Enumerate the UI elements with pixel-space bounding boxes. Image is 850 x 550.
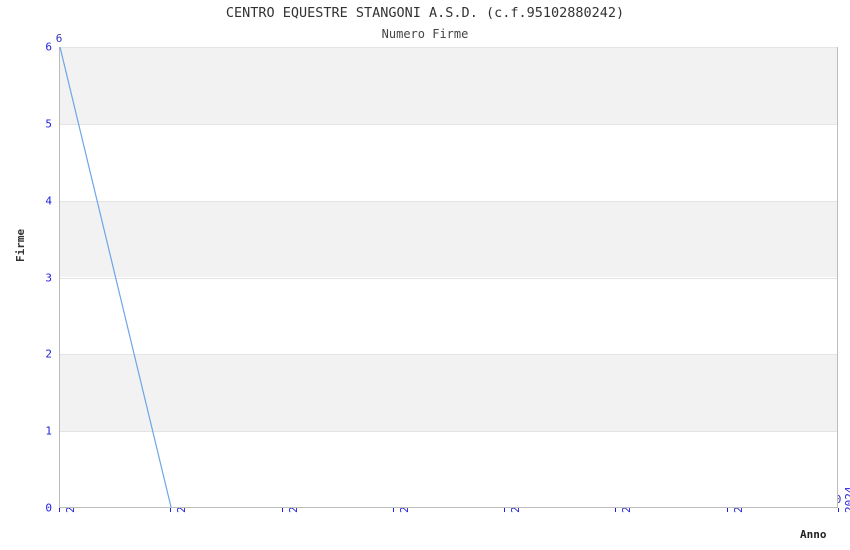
gridline	[60, 200, 837, 202]
x-tick-label: 2023	[732, 487, 759, 526]
x-tick-mark	[281, 508, 283, 512]
x-tick-label: 2020	[509, 487, 536, 526]
gridline	[60, 47, 837, 48]
x-tick-mark	[615, 508, 617, 512]
y-tick-label: 3	[45, 271, 52, 284]
x-tick-mark	[838, 508, 839, 512]
plot-band	[60, 200, 837, 278]
data-point-label: 6	[55, 32, 63, 45]
plot-area	[59, 47, 838, 508]
y-tick-label: 5	[45, 117, 52, 131]
gridline	[60, 277, 837, 279]
chart-title: CENTRO EQUESTRE STANGONI A.S.D. (c.f.951…	[225, 5, 625, 21]
y-tick-label: 0	[45, 501, 52, 515]
y-tick-label: 6	[45, 40, 52, 54]
x-axis-title: Anno	[800, 528, 827, 541]
y-tick-label: 2	[45, 347, 52, 361]
x-tick-label: 2017	[175, 487, 202, 526]
data-point-label: 0	[834, 493, 842, 506]
x-tick-label: 2016	[64, 487, 91, 526]
series-line-firme	[60, 47, 837, 507]
y-tick-label: 1	[45, 424, 52, 438]
x-tick-mark	[726, 508, 728, 512]
x-tick-label: 2024	[843, 486, 850, 514]
series-line-path	[60, 47, 171, 507]
x-tick-mark	[170, 508, 172, 512]
y-tick-label: 4	[45, 194, 52, 208]
plot-band	[60, 47, 837, 124]
y-axis-title: Firme	[14, 228, 27, 262]
gridline	[60, 123, 837, 125]
chart-subtitle: Numero Firme	[381, 27, 469, 41]
x-tick-label: 2019	[398, 487, 425, 526]
x-tick-label: 2018	[287, 487, 314, 526]
x-tick-mark	[504, 508, 506, 512]
gridline	[60, 354, 837, 356]
plot-band	[60, 354, 837, 432]
x-tick-mark	[59, 508, 60, 512]
x-tick-mark	[392, 508, 394, 512]
x-tick-label: 2021	[620, 487, 647, 526]
gridline	[60, 431, 837, 433]
